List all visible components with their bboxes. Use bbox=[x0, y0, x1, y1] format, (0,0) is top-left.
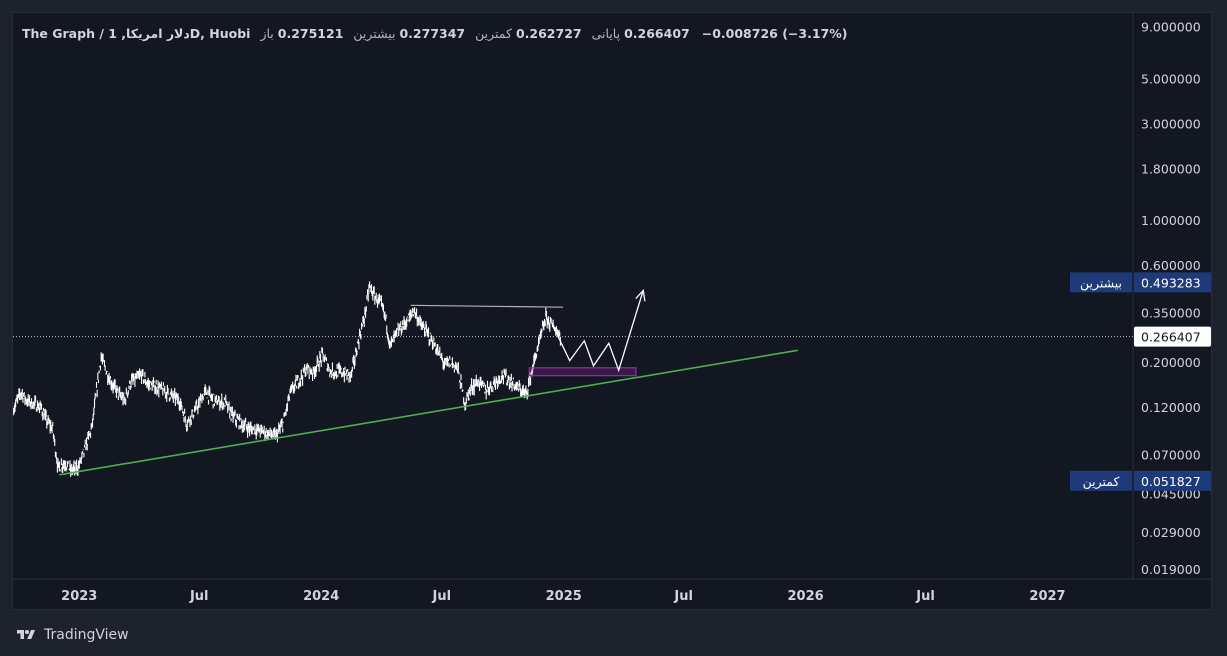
y-tick-label: 0.019000 bbox=[1141, 562, 1201, 577]
high-label: بیشترین bbox=[1080, 275, 1122, 291]
symbol-name[interactable]: The Graph / دلار امریکا, 1D, Huobi bbox=[22, 25, 251, 41]
change-value: −0.008726 (−3.17%) bbox=[701, 25, 848, 41]
resistance-line[interactable] bbox=[410, 304, 564, 308]
x-tick-label: Jul bbox=[431, 589, 451, 604]
y-tick-label: 0.600000 bbox=[1141, 258, 1201, 273]
x-tick-label: Jul bbox=[189, 589, 209, 604]
x-tick-label: 2024 bbox=[303, 589, 339, 604]
x-tick-label: 2025 bbox=[546, 589, 582, 604]
price-tags: 0.266407 بیشترین 0.493283 کمترین 0.05182… bbox=[13, 272, 1211, 491]
y-tick-label: 5.000000 bbox=[1141, 71, 1201, 86]
high-value: 0.277347 bbox=[399, 25, 466, 41]
chart-frame[interactable]: 9.000000 5.000000 3.000000 1.800000 1.000000… bbox=[12, 12, 1213, 611]
low-label: کمترین bbox=[1083, 474, 1120, 490]
low-value: 0.262727 bbox=[515, 25, 582, 41]
y-tick-label: 0.029000 bbox=[1141, 525, 1201, 540]
high-value-tag: 0.493283 bbox=[1141, 275, 1201, 290]
low-value-box bbox=[1134, 470, 1211, 491]
close-value: 0.266407 bbox=[624, 25, 690, 41]
y-tick-label: 9.000000 bbox=[1141, 20, 1201, 35]
y-tick-label: 0.070000 bbox=[1141, 447, 1201, 462]
low-label-box bbox=[1070, 470, 1132, 491]
projection-arrowhead bbox=[635, 289, 646, 302]
y-axis: 9.000000 5.000000 3.000000 1.800000 1.000000… bbox=[1141, 20, 1201, 578]
ohlc-legend: The Graph / دلار امریکا, 1D, Huobi باز 0… bbox=[22, 24, 847, 42]
high-value-box bbox=[1134, 272, 1211, 293]
tradingview-logo-icon bbox=[17, 630, 35, 639]
high-label-box bbox=[1070, 272, 1132, 293]
projection-path[interactable] bbox=[552, 290, 644, 373]
x-tick-label: 2026 bbox=[788, 589, 824, 604]
low-value-tag: 0.051827 bbox=[1141, 474, 1201, 489]
low-label: کمترین bbox=[475, 25, 512, 41]
y-tick-label: 1.800000 bbox=[1141, 161, 1201, 176]
open-label: باز bbox=[260, 25, 274, 41]
x-axis: 2023 Jul 2024 Jul 2025 Jul 2026 Jul 2027 bbox=[61, 589, 1065, 604]
x-tick-label: Jul bbox=[673, 589, 693, 604]
price-series bbox=[13, 281, 561, 477]
demand-zone[interactable] bbox=[528, 367, 637, 377]
current-price-tag: 0.266407 bbox=[1141, 330, 1201, 345]
x-tick-label: Jul bbox=[915, 589, 935, 604]
support-trendline[interactable] bbox=[59, 349, 798, 476]
y-tick-label: 0.120000 bbox=[1141, 400, 1201, 415]
y-tick-label: 0.200000 bbox=[1141, 355, 1201, 370]
open-value: 0.275121 bbox=[277, 25, 344, 41]
close-label: پایانی bbox=[591, 25, 621, 41]
annotations bbox=[59, 289, 798, 476]
high-label: بیشترین bbox=[353, 25, 396, 41]
x-tick-label: 2023 bbox=[61, 589, 97, 604]
x-tick-label: 2027 bbox=[1029, 589, 1065, 604]
current-price-box bbox=[1134, 326, 1211, 347]
tradingview-brand[interactable]: TradingView bbox=[14, 626, 129, 644]
price-chart[interactable]: 9.000000 5.000000 3.000000 1.800000 1.000000… bbox=[13, 13, 1213, 611]
y-tick-label: 1.000000 bbox=[1141, 213, 1201, 228]
y-tick-label: 3.000000 bbox=[1141, 116, 1201, 131]
brand-name: TradingView bbox=[44, 627, 129, 643]
y-tick-label: 0.350000 bbox=[1141, 306, 1201, 321]
